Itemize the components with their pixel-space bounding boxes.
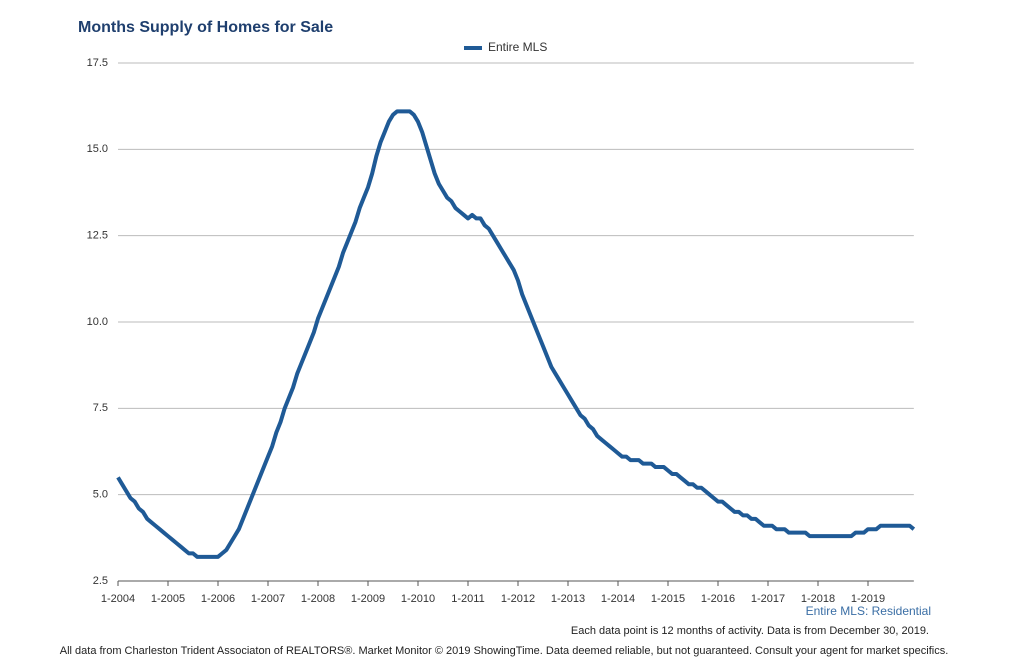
annotation: Entire MLS: Residential xyxy=(806,604,931,618)
y-tick-label: 15.0 xyxy=(87,143,108,155)
data-line xyxy=(116,109,916,559)
x-tick-label: 1-2014 xyxy=(601,593,635,605)
y-tick-label: 12.5 xyxy=(87,230,108,242)
x-tick-label: 1-2017 xyxy=(751,593,785,605)
y-tick-label: 7.5 xyxy=(93,402,108,414)
note: Each data point is 12 months of activity… xyxy=(571,625,929,637)
footer: All data from Charleston Trident Associa… xyxy=(60,645,949,657)
x-tick-label: 1-2008 xyxy=(301,593,335,605)
x-tick-label: 1-2018 xyxy=(801,593,835,605)
x-tick-label: 1-2015 xyxy=(651,593,685,605)
x-tick-label: 1-2019 xyxy=(851,593,885,605)
chart-title: Months Supply of Homes for Sale xyxy=(78,19,333,36)
y-tick-label: 10.0 xyxy=(87,316,108,328)
y-tick-label: 2.5 xyxy=(93,575,108,587)
y-tick-label: 17.5 xyxy=(87,57,108,69)
x-tick-label: 1-2004 xyxy=(101,593,135,605)
x-tick-label: 1-2009 xyxy=(351,593,385,605)
x-tick-label: 1-2007 xyxy=(251,593,285,605)
x-tick-label: 1-2016 xyxy=(701,593,735,605)
x-tick-label: 1-2011 xyxy=(451,593,484,605)
x-tick-label: 1-2010 xyxy=(401,593,435,605)
y-tick-label: 5.0 xyxy=(93,489,108,501)
x-tick-label: 1-2013 xyxy=(551,593,585,605)
legend-label: Entire MLS xyxy=(488,40,547,54)
x-tick-label: 1-2005 xyxy=(151,593,185,605)
x-tick-label: 1-2012 xyxy=(501,593,535,605)
x-tick-label: 1-2006 xyxy=(201,593,235,605)
